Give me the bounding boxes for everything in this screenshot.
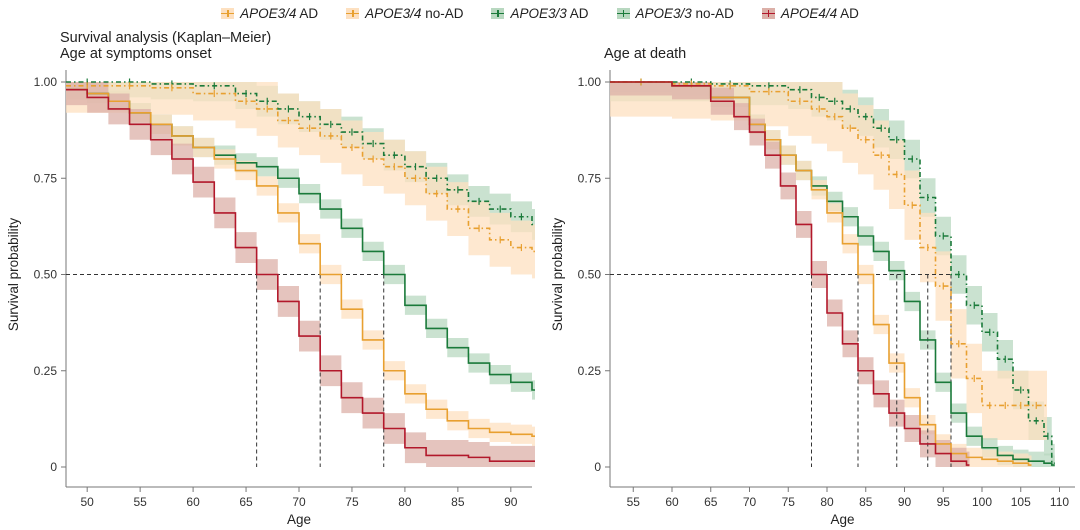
y-tick-label: 1.00 [578,75,602,89]
ci-band-apoe3-3-no-ad [610,82,1055,467]
x-tick-label: 55 [627,495,641,509]
km-curve-apoe3-3-no-ad [66,81,535,226]
x-tick-label: 95 [937,495,951,509]
ci-band-apoe3-3-ad [66,82,535,400]
legend-item: APOE4/4 AD [761,3,859,23]
x-tick-label: 65 [704,495,718,509]
x-tick-label: 60 [665,495,679,509]
y-tick-label: 0.50 [34,268,58,282]
km-curve-apoe3-4-ad [610,81,1032,466]
y-axis-label: Survival probability [550,218,565,332]
x-tick-label: 110 [1050,495,1069,509]
x-tick-label: 50 [81,495,95,509]
x-tick-label: 100 [972,495,992,509]
x-tick-label: 65 [239,495,253,509]
legend-label: APOE3/3 no-AD [635,5,734,21]
legend-item: APOE3/4 no-AD [346,3,463,23]
y-tick-label: 0.75 [34,171,58,185]
km-curve-apoe3-4-ad [66,88,535,437]
x-tick-label: 105 [1011,495,1031,509]
y-tick-label: 0.50 [578,268,602,282]
x-tick-label: 55 [133,495,147,509]
x-tick-label: 70 [743,495,757,509]
legend-label: APOE3/4 no-AD [365,5,464,21]
x-tick-label: 60 [186,495,200,509]
legend-swatch-icon [491,7,505,19]
km-curve-apoe3-4-no-ad [66,85,535,253]
y-tick-label: 0 [594,460,601,474]
legend-swatch-icon [221,7,235,19]
x-tick-label: 75 [345,495,359,509]
chart-panel-death: Age at death 0 0.25 0.50 0.75 1.00 55 60 65 70 75 8… [550,46,1075,527]
km-curve-apoe4-4-ad [610,81,970,466]
y-tick-label: 0 [50,460,57,474]
legend-item: APOE3/3 no-AD [616,3,734,23]
y-axis-label: Survival probability [6,218,21,332]
legend-swatch-icon [616,7,630,19]
chart-title: Survival analysis (Kaplan–Meier) [60,30,271,46]
legend-label: APOE3/4 AD [240,5,319,21]
y-tick-label: 0.25 [578,364,602,378]
x-axis-label: Age [830,512,854,527]
legend-item: APOE3/4 AD [221,3,318,23]
x-tick-label: 80 [820,495,834,509]
x-tick-label: 90 [898,495,912,509]
km-curve-apoe3-4-no-ad [610,81,1047,407]
legend-label: APOE3/3 AD [510,5,589,21]
x-tick-label: 90 [504,495,518,509]
y-tick-label: 0.75 [578,171,602,185]
legend-label: APOE4/4 AD [780,5,859,21]
x-tick-label: 75 [782,495,796,509]
legend-swatch-icon [761,7,775,19]
x-tick-label: 70 [292,495,306,509]
x-axis-label: Age [287,512,311,527]
ci-band-apoe3-4-no-ad [610,82,1047,441]
km-curve-apoe3-3-no-ad [610,81,1055,464]
x-tick-label: 80 [398,495,412,509]
legend-swatch-icon [346,7,360,19]
y-tick-label: 1.00 [34,75,58,89]
legend-item: APOE3/3 AD [491,3,589,23]
x-tick-label: 85 [451,495,465,509]
chart-subtitle: Age at symptoms onset [60,46,212,62]
chart-panel-onset: Survival analysis (Kaplan–Meier)Age at s… [6,30,535,527]
ci-band-apoe4-4-ad [66,82,535,467]
km-curve-apoe4-4-ad [66,88,535,463]
chart-subtitle: Age at death [604,46,686,62]
x-tick-label: 85 [859,495,873,509]
chart-legend: APOE3/4 AD APOE3/4 no-AD APOE3/3 AD APOE3/3… [0,3,1080,23]
y-tick-label: 0.25 [34,364,58,378]
